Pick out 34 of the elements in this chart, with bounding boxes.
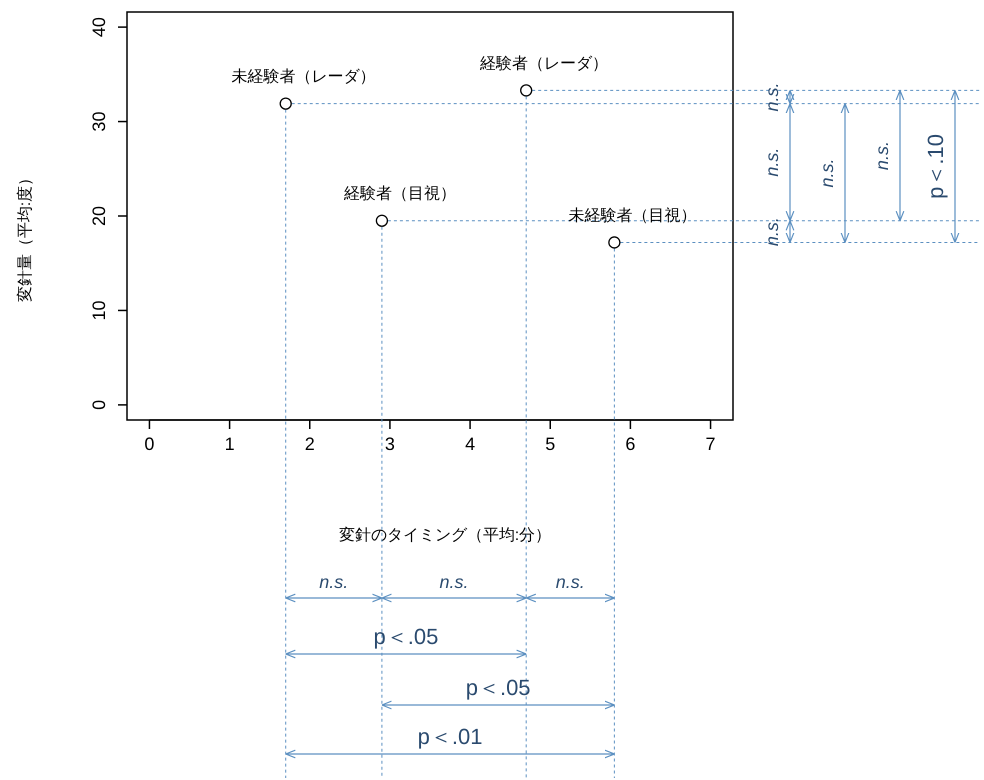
bracket-v10: n.s. <box>872 90 904 222</box>
y-tick-label: 0 <box>89 400 109 410</box>
bracket-v8: n.s. <box>762 217 794 246</box>
point <box>608 236 621 249</box>
x-tick-label: 6 <box>625 434 636 454</box>
x-tick-label: 4 <box>465 434 476 454</box>
bracket-h3: p＜.05 <box>285 624 527 658</box>
x-tick-label: 7 <box>706 434 716 454</box>
point <box>376 214 388 227</box>
annotation: 未経験者（レーダ） <box>232 68 376 86</box>
x-tick-label: 5 <box>545 434 556 454</box>
x-tick-label: 3 <box>384 434 395 454</box>
x-tick-label: 1 <box>224 434 235 454</box>
y-axis-title: 変針量（平均:度） <box>16 170 34 302</box>
bracket-h5: p＜.01 <box>285 724 615 758</box>
bracket-h4: p＜.05 <box>381 675 615 710</box>
point <box>280 97 292 110</box>
x-tick-label: 0 <box>144 434 154 454</box>
annotation: 未経験者（目視） <box>568 206 696 224</box>
y-tick-label: 40 <box>89 17 109 38</box>
x-axis-title: 変針のタイミング（平均:分） <box>338 526 552 544</box>
annotation: 経験者（レーダ） <box>479 54 608 72</box>
bracket-v11: p＜.10 <box>923 90 960 244</box>
annotation: 経験者（目視） <box>342 184 456 203</box>
x-tick-label: 2 <box>304 434 315 454</box>
bracket-h1: n.s. <box>381 572 527 602</box>
bracket-h2: n.s. <box>526 572 615 602</box>
y-tick-label: 10 <box>89 300 109 320</box>
bracket-v6: n.s. <box>762 82 794 112</box>
y-tick-label: 30 <box>89 112 109 132</box>
point <box>520 84 532 97</box>
bracket-v9: n.s. <box>817 103 850 244</box>
bracket-h0: n.s. <box>285 572 382 602</box>
y-tick-label: 20 <box>89 206 109 226</box>
